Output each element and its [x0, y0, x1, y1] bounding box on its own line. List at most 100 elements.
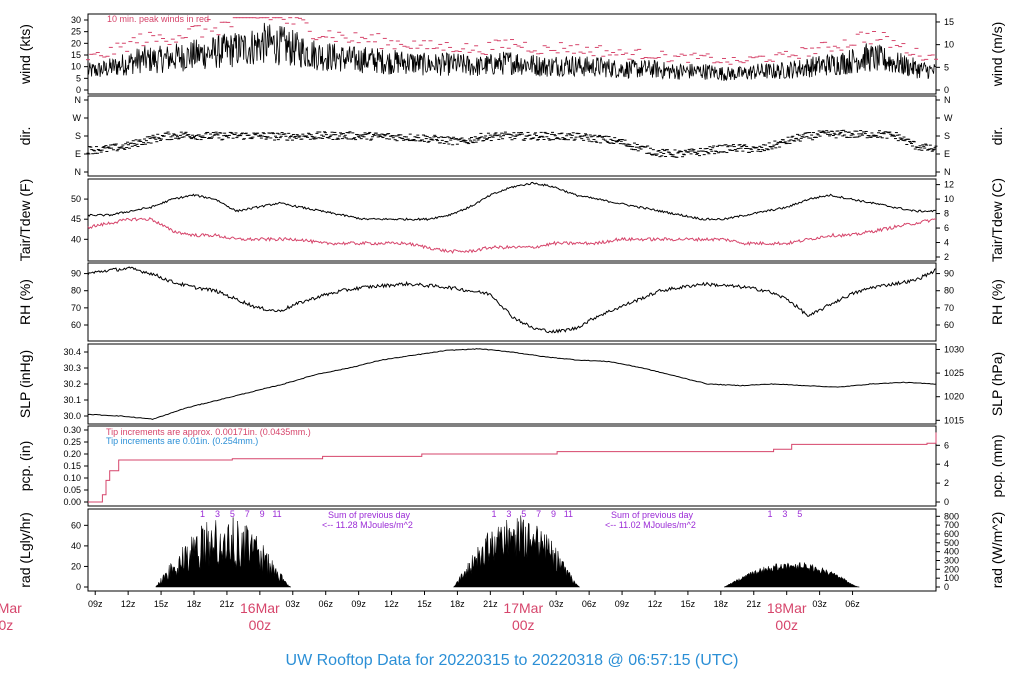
rad-sum-label-2: Sum of previous day: [611, 510, 694, 520]
dir-right-tick-label: W: [944, 113, 953, 123]
slp-left-tick-label: 30.4: [63, 347, 81, 357]
slp-right-tick-label: 1015: [944, 415, 964, 425]
rad-hour-label-day1: 3: [215, 509, 220, 519]
dir-series: [86, 129, 938, 158]
x-hour-label: 15z: [681, 599, 696, 609]
wind-left-tick-label: 10: [71, 62, 81, 72]
x-hour-label: 12z: [121, 599, 136, 609]
slp-right-tick-label: 1020: [944, 392, 964, 402]
rad-hour-label-day1: 5: [230, 509, 235, 519]
panel-frame-wind: [87, 13, 937, 95]
wind-right-tick-label: 15: [944, 17, 954, 27]
rad-hour-label-day1: 7: [245, 509, 250, 519]
panel-frame-rad: [87, 508, 937, 592]
temp-left-tick-label: 50: [71, 194, 81, 204]
wind-right-tick-label: 10: [944, 40, 954, 50]
temp-ylabel-left: Tair/Tdew (F): [17, 179, 33, 261]
wind-ylabel-left: wind (kts): [17, 24, 33, 85]
wind-left-tick-label: 0: [76, 85, 81, 95]
wind-left-tick-label: 20: [71, 38, 81, 48]
temp-right-tick-label: 2: [944, 252, 949, 262]
rh-left-tick-label: 60: [71, 320, 81, 330]
rad-right-tick-label: 700: [944, 520, 959, 530]
dir-right-tick-label: N: [944, 95, 951, 105]
x-hour-label: 18z: [450, 599, 465, 609]
panel-frame-rh: [87, 262, 937, 342]
dir-left-tick-label: N: [75, 95, 82, 105]
x-hour-label: 18z: [714, 599, 729, 609]
dir-right-tick-label: E: [944, 149, 950, 159]
dir-left-tick-label: N: [75, 167, 82, 177]
rad-right-tick-label: 800: [944, 511, 959, 521]
x-day-label: 17Mar: [503, 600, 543, 616]
x-hour-label: 21z: [220, 599, 235, 609]
rad-day1: [155, 517, 292, 588]
rad-hour-label-day2: 11: [564, 509, 573, 519]
x-day-label-15Mar: 15Mar: [0, 600, 22, 616]
rad-hour-label-day2: 7: [536, 509, 541, 519]
rad-left-tick-label: 20: [71, 561, 81, 571]
temp-right-tick-label: 12: [944, 180, 954, 190]
rh-right-tick-label: 60: [944, 320, 954, 330]
rh-series: [87, 266, 937, 334]
rad-right-tick-label: 200: [944, 564, 959, 574]
slp-left-tick-label: 30.2: [63, 379, 81, 389]
x-hour-label: 09z: [88, 599, 103, 609]
rad-sum-2: <-- 11.02 MJoules/m^2: [605, 520, 696, 530]
panel-frame-temp: [87, 178, 937, 262]
pcp-left-tick-label: 0.15: [63, 461, 81, 471]
temp-right-tick-label: 10: [944, 194, 954, 204]
temp-right-tick-label: 4: [944, 238, 949, 248]
x-hour-label: 06z: [582, 599, 597, 609]
rad-hour-label-day2: 1: [491, 509, 496, 519]
temp-right-tick-label: 8: [944, 209, 949, 219]
wind-note: 10 min. peak winds in red: [107, 14, 209, 24]
x-hour-label: 06z: [845, 599, 860, 609]
pcp-left-tick-label: 0.25: [63, 437, 81, 447]
rad-hour-label-day1: 1: [200, 509, 205, 519]
x-hour-label: 21z: [747, 599, 762, 609]
slp-left-tick-label: 30.3: [63, 363, 81, 373]
rad-right-tick-label: 600: [944, 529, 959, 539]
x-day-hour-label: 00z: [775, 617, 798, 633]
x-day-label: 18Mar: [767, 600, 807, 616]
wind-right-tick-label: 5: [944, 62, 949, 72]
wind-right-tick-label: 0: [944, 85, 949, 95]
dir-left-tick-label: W: [73, 113, 82, 123]
wind-left-tick-label: 15: [71, 50, 81, 60]
dir-ylabel-right: dir.: [989, 127, 1005, 146]
slp-ylabel-right: SLP (hPa): [989, 352, 1005, 416]
x-hour-label: 12z: [384, 599, 399, 609]
rad-right-tick-label: 400: [944, 547, 959, 557]
dir-left-tick-label: E: [75, 149, 81, 159]
rad-hour-label-day1: 11: [272, 509, 281, 519]
pcp-note-blue: Tip increments are 0.01in. (0.254mm.): [106, 436, 258, 446]
rh-right-tick-label: 90: [944, 269, 954, 279]
pcp-left-tick-label: 0.05: [63, 485, 81, 495]
pcp-right-tick-label: 0: [944, 497, 949, 507]
rad-ylabel-right: rad (W/m^2): [989, 512, 1005, 589]
rh-left-tick-label: 70: [71, 303, 81, 313]
wind-left-tick-label: 30: [71, 15, 81, 25]
x-day-hour-label: 00z: [249, 617, 272, 633]
slp-left-tick-label: 30.0: [63, 411, 81, 421]
slp-right-tick-label: 1025: [944, 368, 964, 378]
pcp-series: [88, 432, 937, 503]
pcp-note-red: Tip increments are approx. 0.00171in. (0…: [106, 427, 311, 437]
rad-hour-label-day3: 3: [782, 509, 787, 519]
pcp-ylabel-left: pcp. (in): [17, 441, 33, 492]
x-hour-label: 15z: [417, 599, 432, 609]
x-day-label: 16Mar: [240, 600, 280, 616]
chart-title: UW Rooftop Data for 20220315 to 20220318…: [286, 652, 739, 669]
rh-ylabel-left: RH (%): [17, 279, 33, 325]
x-hour-label: 21z: [483, 599, 498, 609]
slp-left-tick-label: 30.1: [63, 395, 81, 405]
wind-ylabel-right: wind (m/s): [989, 22, 1005, 88]
rad-hour-label-day1: 9: [260, 509, 265, 519]
wind-left-tick-label: 5: [76, 73, 81, 83]
panel-frame-slp: [87, 343, 937, 425]
tdew-series: [87, 217, 937, 254]
x-hour-label: 03z: [812, 599, 827, 609]
rad-hour-label-day2: 3: [506, 509, 511, 519]
